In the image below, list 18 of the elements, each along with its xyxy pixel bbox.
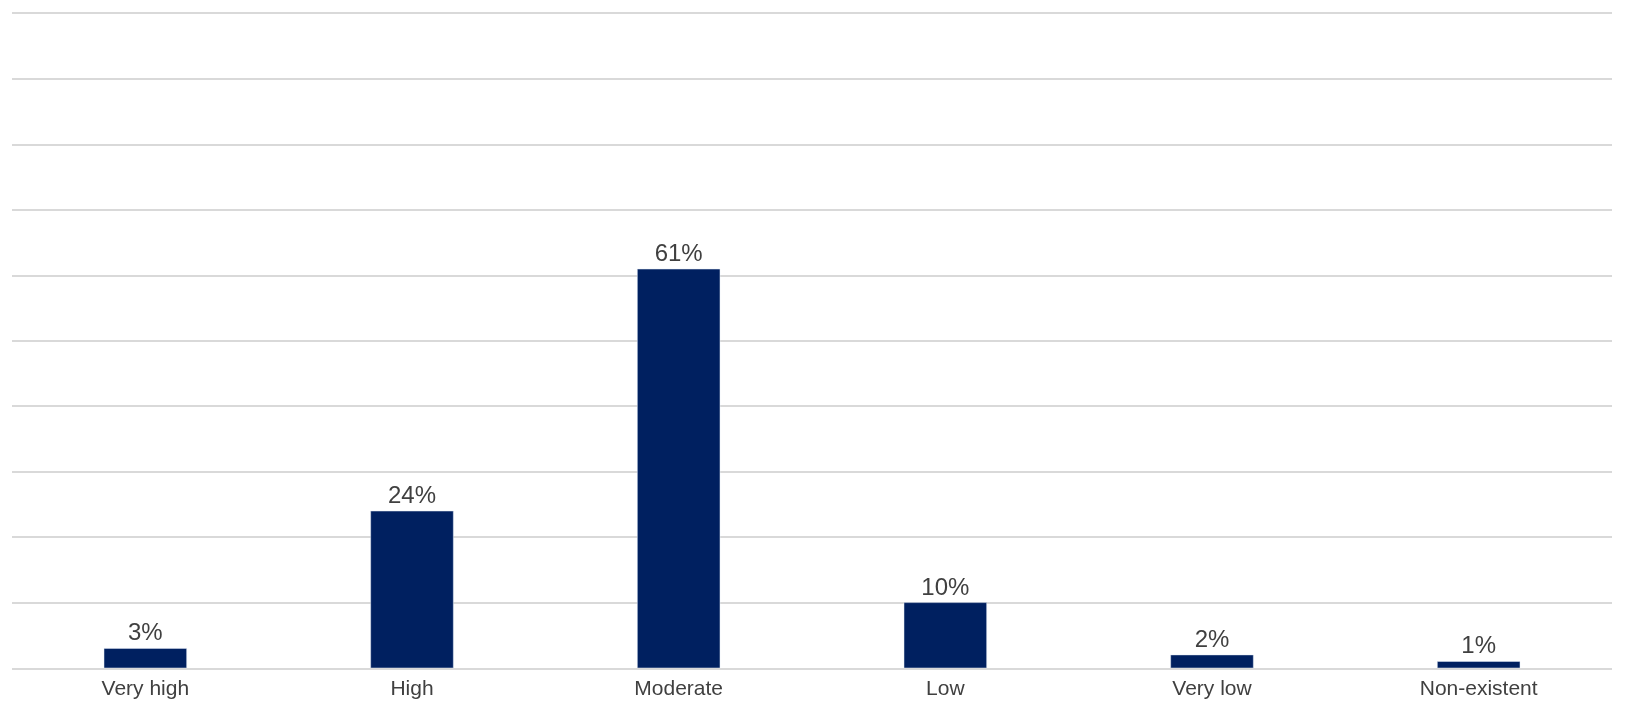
data-label: 10% <box>921 572 970 600</box>
x-tick-label: Low <box>926 675 966 699</box>
x-tick-label: Moderate <box>634 675 724 699</box>
x-tick-label: Very low <box>1172 675 1253 699</box>
data-label: 2% <box>1194 624 1230 652</box>
bar <box>370 510 454 668</box>
x-tick-label: Non-existent <box>1419 675 1538 699</box>
x-tick-label: High <box>390 675 434 699</box>
bar <box>103 648 187 668</box>
bar <box>903 602 987 668</box>
bar <box>1170 654 1254 668</box>
bar <box>637 268 721 668</box>
data-label: 1% <box>1461 631 1497 659</box>
data-label: 61% <box>654 239 703 267</box>
bar <box>1437 661 1521 668</box>
data-label: 24% <box>387 481 437 509</box>
x-tick-label: Very high <box>101 675 190 699</box>
data-label: 3% <box>127 618 163 646</box>
